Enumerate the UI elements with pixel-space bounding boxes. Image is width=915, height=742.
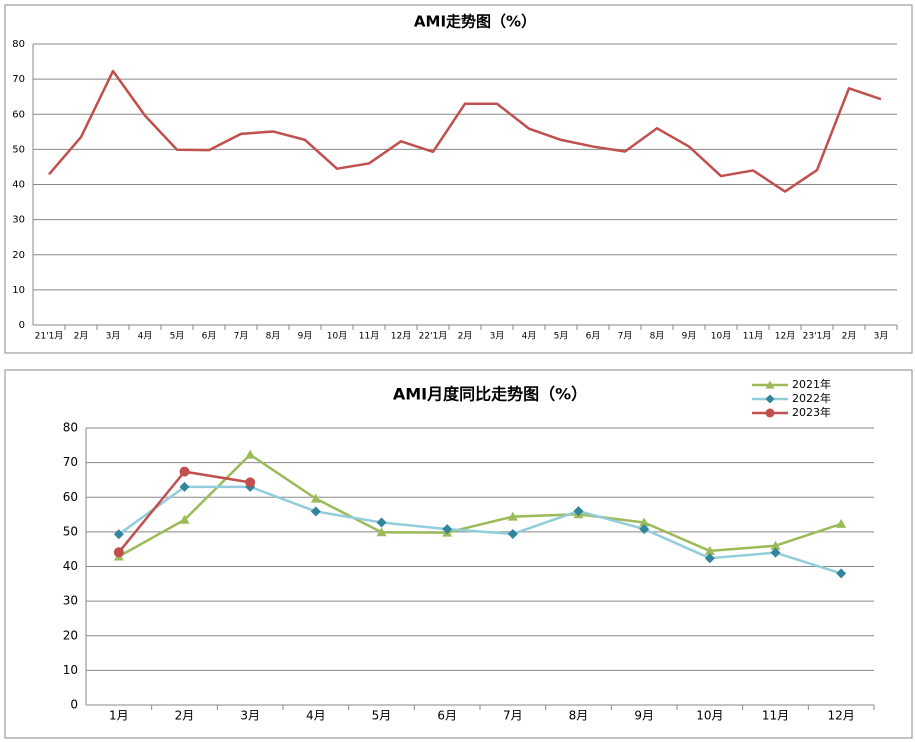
x-tick-label: 6月 <box>437 709 457 723</box>
x-tick-label: 2月 <box>74 331 89 342</box>
x-tick-label: 9月 <box>634 709 654 723</box>
x-tick-label: 7月 <box>503 709 523 723</box>
marker <box>573 506 584 517</box>
marker <box>310 506 321 517</box>
marker <box>770 547 781 558</box>
marker <box>704 553 715 564</box>
x-tick-label: 12月 <box>391 331 411 342</box>
series-line <box>118 485 842 575</box>
y-tick-label: 40 <box>63 559 78 573</box>
x-tick-label: 11月 <box>743 331 763 342</box>
marker <box>310 493 321 503</box>
x-tick-label: 5月 <box>372 709 392 723</box>
y-tick-label: 70 <box>12 74 25 85</box>
x-tick-label: 10月 <box>711 331 731 342</box>
marker <box>639 517 650 527</box>
x-tick-label: 6月 <box>202 331 217 342</box>
x-tick-label: 4月 <box>522 331 537 342</box>
x-tick-label: 4月 <box>306 709 326 723</box>
x-tick-label: 11月 <box>359 331 379 342</box>
y-tick-label: 0 <box>19 320 25 331</box>
y-tick-label: 70 <box>63 455 78 469</box>
marker <box>836 568 847 579</box>
y-tick-label: 20 <box>12 250 25 261</box>
y-tick-label: 20 <box>63 628 78 642</box>
marker <box>113 529 124 540</box>
x-tick-label: 1月 <box>109 709 129 723</box>
legend-label: 2023年 <box>792 405 831 419</box>
series-line <box>118 453 842 558</box>
marker <box>245 477 256 488</box>
x-tick-label: 9月 <box>682 331 697 342</box>
y-tick-label: 60 <box>12 109 25 120</box>
legend-label: 2022年 <box>792 391 831 405</box>
y-tick-label: 30 <box>12 215 25 226</box>
marker <box>770 540 781 550</box>
marker <box>376 517 387 528</box>
x-tick-label: 7月 <box>234 331 249 342</box>
x-tick-label: 11月 <box>762 709 789 723</box>
x-tick-label: 21'1月 <box>35 331 64 342</box>
y-tick-label: 30 <box>63 594 78 608</box>
y-tick-label: 40 <box>12 180 25 191</box>
marker <box>836 518 847 528</box>
x-tick-label: 3月 <box>240 709 260 723</box>
y-tick-label: 60 <box>63 490 78 504</box>
marker <box>442 524 453 535</box>
chart-title: AMI走势图（%） <box>414 13 536 31</box>
x-tick-label: 8月 <box>266 331 281 342</box>
x-tick-label: 5月 <box>170 331 185 342</box>
marker <box>765 408 775 418</box>
marker <box>507 511 518 521</box>
marker <box>113 547 124 558</box>
x-tick-label: 22'1月 <box>419 331 448 342</box>
x-tick-label: 8月 <box>569 709 589 723</box>
x-tick-label: 5月 <box>554 331 569 342</box>
marker <box>245 449 256 459</box>
x-tick-label: 9月 <box>298 331 313 342</box>
marker <box>765 380 775 389</box>
x-tick-label: 10月 <box>696 709 723 723</box>
x-tick-label: 10月 <box>327 331 347 342</box>
x-tick-label: 6月 <box>586 331 601 342</box>
legend-label: 2021年 <box>792 377 831 391</box>
y-tick-label: 50 <box>63 524 78 538</box>
x-tick-label: 2月 <box>175 709 195 723</box>
marker <box>179 481 190 492</box>
x-tick-label: 23'1月 <box>803 331 832 342</box>
y-tick-label: 50 <box>12 144 25 155</box>
x-tick-label: 12月 <box>775 331 795 342</box>
x-tick-label: 3月 <box>106 331 121 342</box>
x-tick-label: 8月 <box>650 331 665 342</box>
marker <box>507 528 518 539</box>
x-tick-label: 2月 <box>458 331 473 342</box>
x-tick-label: 3月 <box>490 331 505 342</box>
x-tick-label: 2月 <box>842 331 857 342</box>
marker <box>639 524 650 535</box>
x-tick-label: 4月 <box>138 331 153 342</box>
marker <box>704 545 715 555</box>
chart-title: AMI月度同比走势图（%） <box>393 385 587 404</box>
y-tick-label: 10 <box>63 663 78 677</box>
marker <box>179 466 190 477</box>
marker <box>376 527 387 537</box>
marker <box>179 514 190 524</box>
x-tick-label: 3月 <box>874 331 889 342</box>
x-tick-label: 12月 <box>828 709 855 723</box>
y-tick-label: 0 <box>70 698 78 712</box>
y-tick-label: 80 <box>63 421 78 435</box>
x-tick-label: 7月 <box>618 331 633 342</box>
marker <box>765 394 775 404</box>
y-tick-label: 80 <box>12 39 25 50</box>
chart-frame <box>4 4 913 354</box>
y-tick-label: 10 <box>12 285 25 296</box>
series-line <box>48 69 882 193</box>
